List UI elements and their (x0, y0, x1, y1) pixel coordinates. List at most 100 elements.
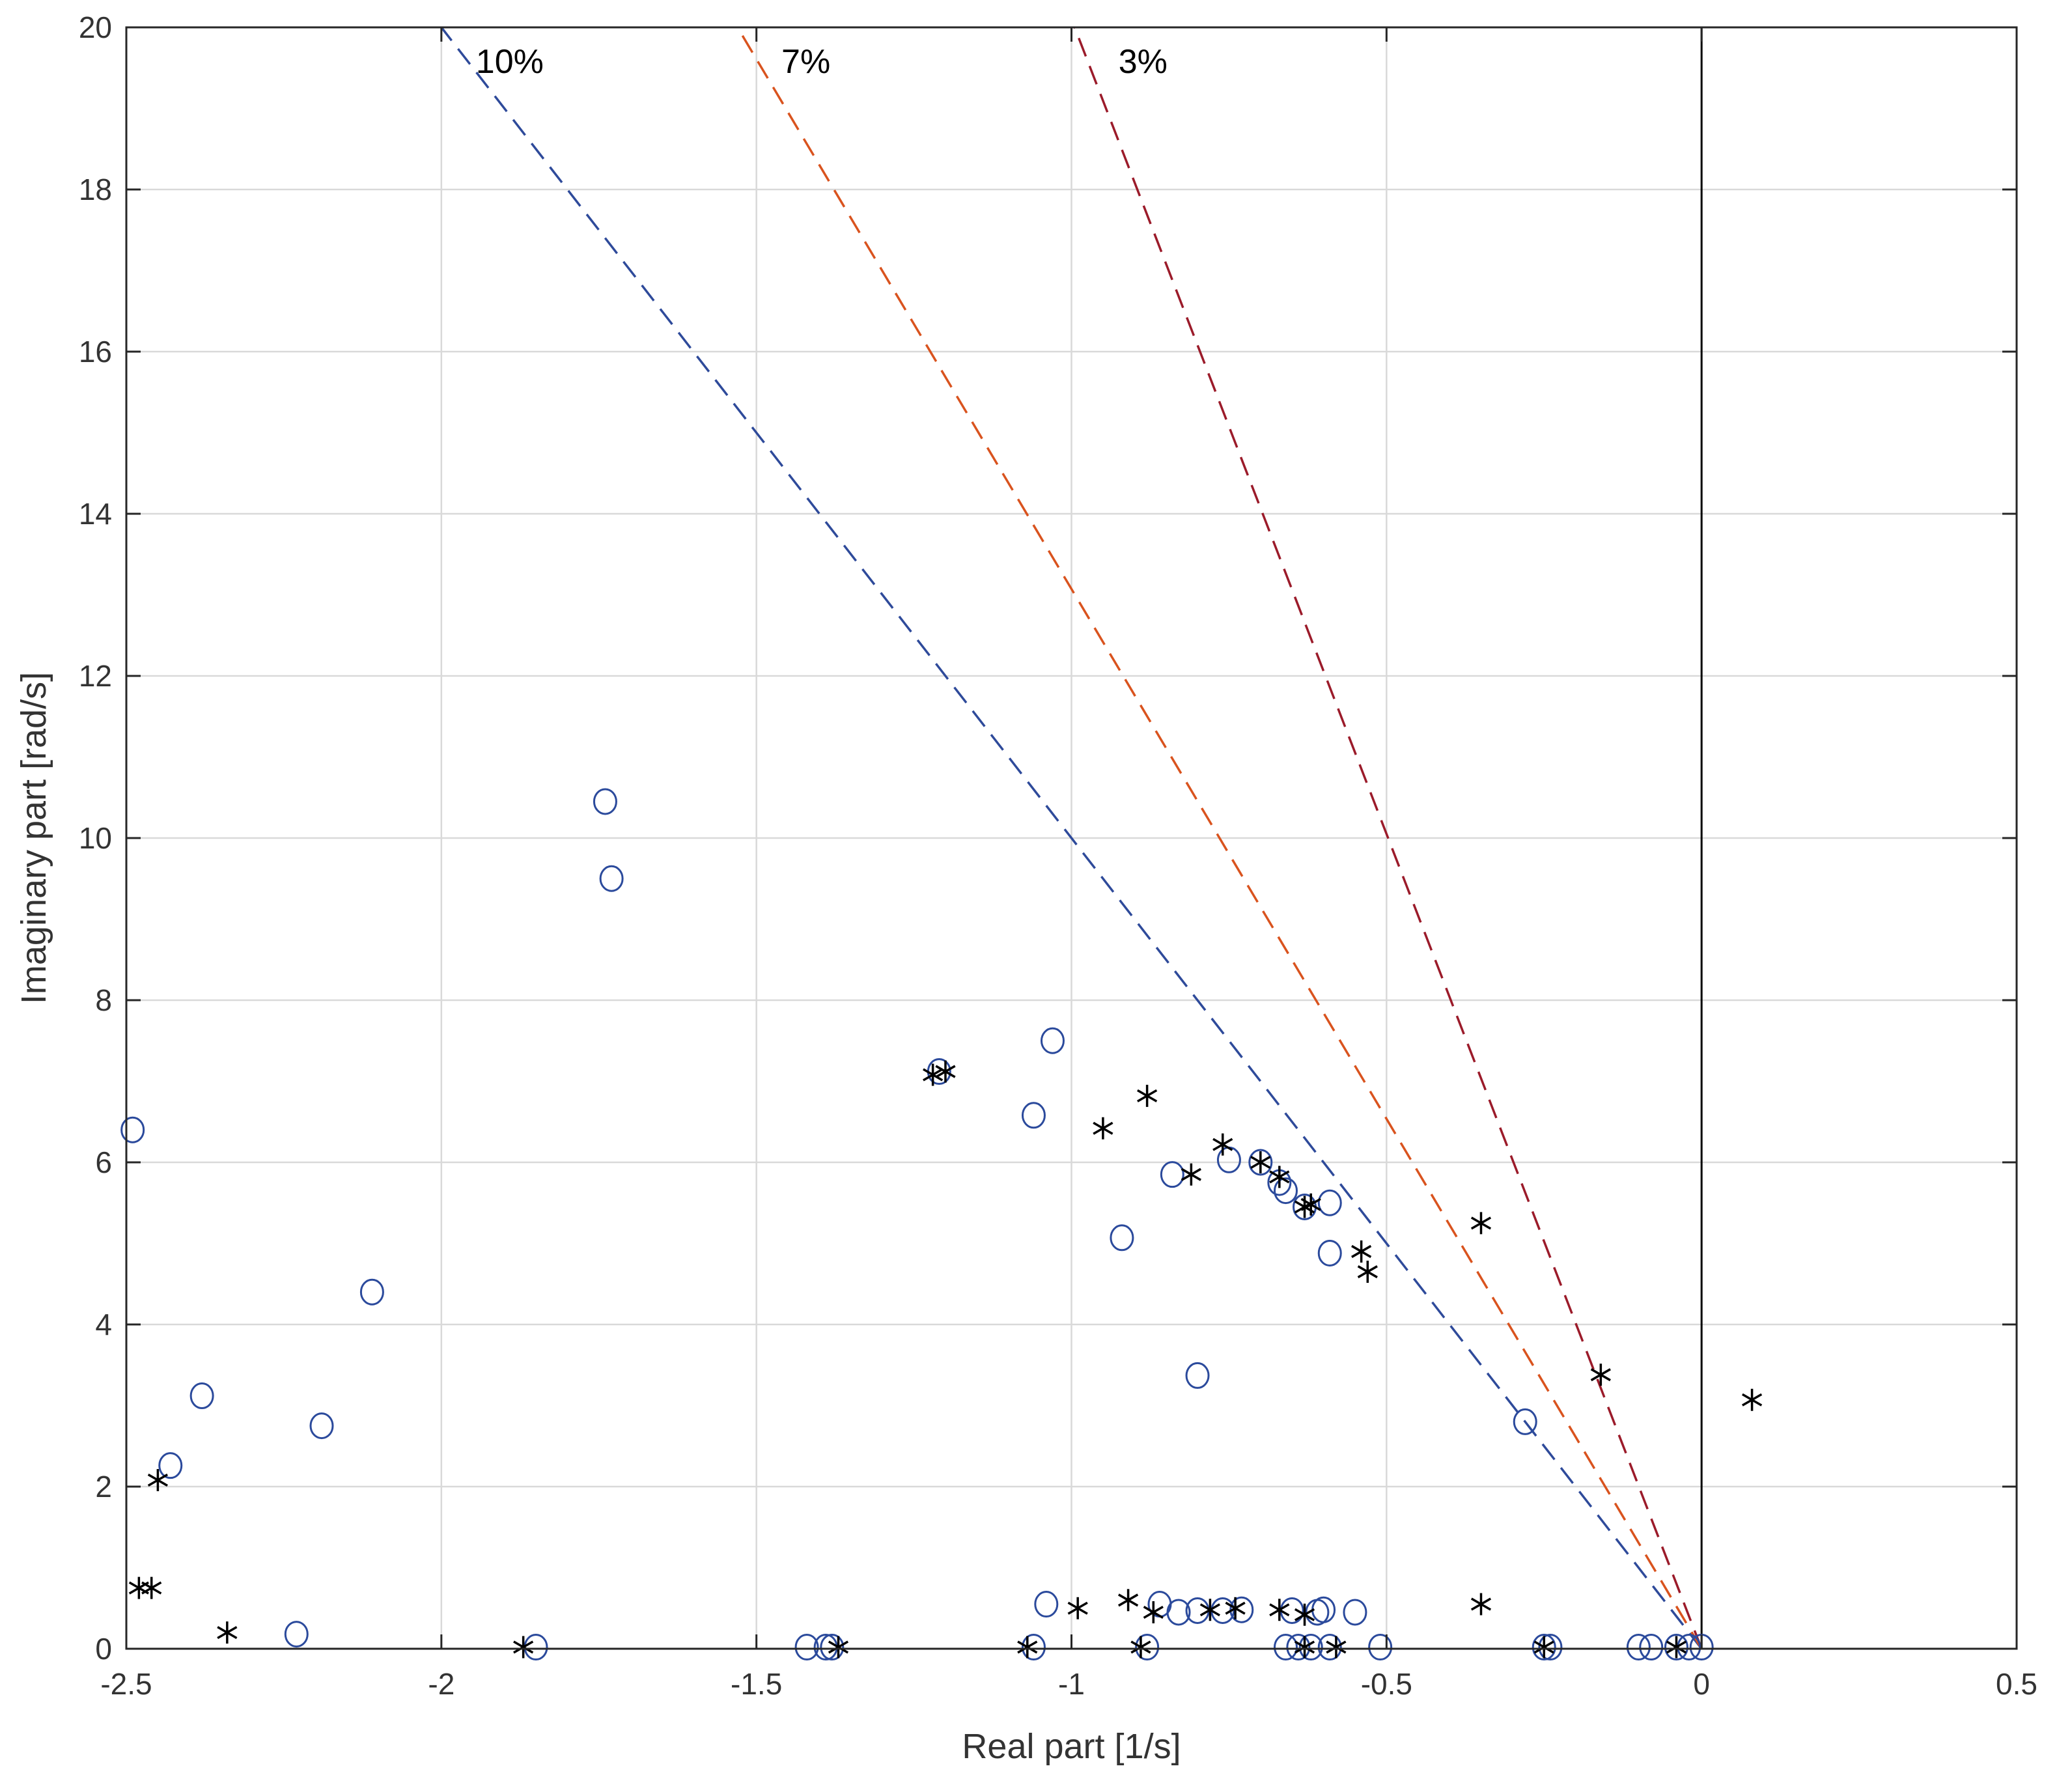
x-tick-label: -2 (428, 1667, 455, 1701)
x-axis-label: Real part [1/s] (962, 1727, 1181, 1766)
asterisk-stroke (147, 1474, 168, 1487)
asterisk-marker (1351, 1240, 1372, 1263)
asterisk-marker (1225, 1597, 1246, 1619)
circle-marker (284, 1621, 309, 1648)
asterisk-stroke (1269, 1603, 1290, 1617)
asterisk-marker (1269, 1599, 1290, 1621)
asterisk-marker (923, 1063, 944, 1086)
asterisk-marker (1666, 1636, 1687, 1659)
circle-marker (1626, 1634, 1651, 1661)
asterisk-marker (1470, 1212, 1492, 1235)
asterisk-stroke (828, 1640, 849, 1654)
circle-marker (120, 1116, 145, 1143)
asterisk-stroke (217, 1626, 238, 1640)
asterisk-stroke (1666, 1640, 1687, 1654)
circle-marker (794, 1634, 819, 1661)
y-tick-label: 0 (95, 1632, 112, 1666)
asterisk-marker (1294, 1636, 1315, 1659)
x-tick-label: -1 (1058, 1667, 1085, 1701)
damping-label-3pct: 3% (1119, 43, 1168, 81)
asterisk-marker (1181, 1163, 1201, 1186)
asterisk-stroke (923, 1068, 944, 1082)
x-tick-label: -0.5 (1361, 1667, 1412, 1701)
asterisk-stroke (1470, 1216, 1492, 1230)
circle-marker (1639, 1634, 1664, 1661)
asterisk-marker (1130, 1636, 1151, 1659)
asterisk-marker (141, 1576, 162, 1599)
asterisk-stroke (1269, 1170, 1290, 1184)
circle-marker (1034, 1591, 1059, 1618)
circle-marker (1248, 1149, 1273, 1176)
circle-marker (1021, 1634, 1046, 1661)
y-tick-label: 8 (95, 983, 112, 1017)
circle-marker (1274, 1634, 1298, 1661)
asterisk-marker (1533, 1636, 1554, 1659)
asterisk-stroke (141, 1581, 162, 1595)
damping-label-7pct: 7% (781, 43, 830, 81)
asterisk-marker (935, 1060, 956, 1083)
asterisk-stroke (1294, 1640, 1315, 1654)
y-tick-label: 2 (95, 1470, 112, 1504)
circle-marker (158, 1452, 183, 1479)
axis-ticks: -2.5 -2 -1.5 -1 -0.5 0 0.5 0 2 4 6 8 10 12 14 16 18 20 (79, 10, 2037, 1701)
asterisk-marker (1137, 1084, 1158, 1107)
asterisk-marker (1143, 1601, 1164, 1623)
circle-marker (1274, 1177, 1298, 1205)
circle-marker (1185, 1362, 1210, 1389)
circle-marker (599, 865, 624, 892)
y-tick-label: 4 (95, 1308, 112, 1341)
circle-marker (1343, 1599, 1367, 1626)
asterisk-stroke (1741, 1393, 1763, 1407)
circle-marker (593, 788, 617, 815)
asterisk-marker (1294, 1603, 1315, 1626)
asterisk-marker (1067, 1597, 1088, 1619)
circle-marker (1298, 1634, 1323, 1661)
asterisk-marker (1470, 1593, 1492, 1616)
circle-marker (1368, 1634, 1393, 1661)
damping-line-7pct (736, 27, 1703, 1649)
asterisk-marker (217, 1621, 238, 1644)
circle-marker (1021, 1102, 1046, 1129)
asterisk-marker (1117, 1589, 1139, 1612)
asterisk-stroke (1130, 1640, 1151, 1654)
asterisk-stroke (1093, 1121, 1113, 1135)
asterisk-marker (1326, 1636, 1347, 1659)
asterisk-marker (1017, 1636, 1038, 1659)
asterisk-marker (1212, 1133, 1233, 1156)
asterisk-stroke (1590, 1368, 1611, 1382)
asterisk-marker (1093, 1117, 1113, 1140)
asterisk-stroke (1351, 1244, 1372, 1258)
x-tick-label: 0.5 (1996, 1667, 2037, 1701)
asterisk-marker (147, 1469, 168, 1492)
asterisk-marker (1590, 1364, 1611, 1386)
circle-marker (1040, 1027, 1065, 1054)
plot-area: 10% 7% 3% (120, 26, 1763, 1661)
asterisk-marker (828, 1636, 849, 1659)
x-tick-label: -1.5 (731, 1667, 782, 1701)
x-tick-label: 0 (1693, 1667, 1710, 1701)
circle-marker (1317, 1239, 1342, 1267)
y-axis-label: Imaginary part [rad/s] (14, 672, 53, 1004)
asterisk-stroke (1533, 1640, 1554, 1654)
damping-label-10pct: 10% (476, 43, 544, 81)
asterisk-stroke (1294, 1608, 1315, 1621)
circle-marker (1532, 1634, 1556, 1661)
y-tick-label: 14 (79, 497, 112, 531)
circle-marker (1317, 1634, 1342, 1661)
y-tick-label: 10 (79, 821, 112, 855)
circle-marker (1110, 1224, 1134, 1252)
y-tick-label: 20 (79, 10, 112, 44)
circle-marker (1538, 1634, 1563, 1661)
circle-marker (820, 1634, 845, 1661)
asterisk-stroke (935, 1065, 956, 1078)
asterisk-marker (1741, 1388, 1763, 1411)
asterisk-stroke (1250, 1155, 1271, 1169)
asterisk-stroke (1067, 1601, 1088, 1615)
x-tick-label: -2.5 (100, 1667, 152, 1701)
circle-marker (1664, 1634, 1688, 1661)
asterisk-marker (1199, 1599, 1220, 1621)
circle-marker (1135, 1634, 1160, 1661)
circle-marker (359, 1278, 384, 1306)
